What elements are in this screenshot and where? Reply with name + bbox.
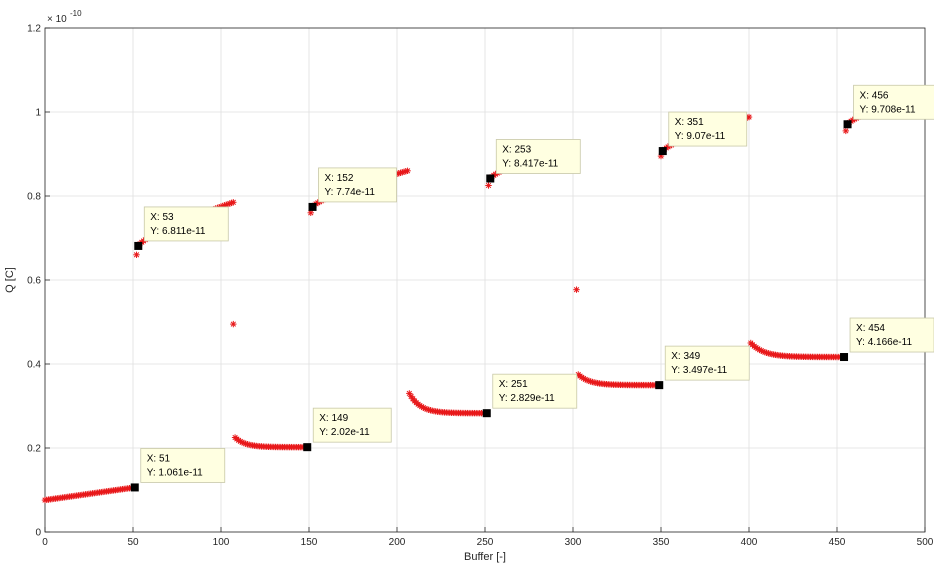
- datatip-box: [143, 206, 229, 242]
- outlier-point: [842, 127, 849, 135]
- datatip-x-text: X: 53: [150, 212, 174, 223]
- datatip-x-text: X: 149: [319, 413, 348, 424]
- datatip-box: [849, 317, 934, 353]
- datatip-marker[interactable]: [658, 147, 667, 156]
- datatip-y-text: Y: 6.811e-11: [150, 226, 206, 237]
- datatip[interactable]: X: 149 Y: 2.02e-11: [303, 407, 392, 452]
- x-tick-label: 350: [653, 537, 670, 548]
- datatip-y-text: Y: 9.07e-11: [675, 131, 726, 142]
- datatip[interactable]: X: 253 Y: 8.417e-11: [486, 139, 581, 183]
- data-point: [404, 167, 411, 174]
- outlier-point: [573, 286, 580, 293]
- datatip[interactable]: X: 349 Y: 3.497e-11: [655, 345, 750, 390]
- datatip-marker[interactable]: [655, 381, 664, 390]
- datatip-marker[interactable]: [303, 443, 312, 452]
- datatip-y-text: Y: 4.166e-11: [856, 337, 912, 348]
- y-exponent-base: × 10: [47, 14, 67, 25]
- x-tick-label: 250: [477, 537, 494, 548]
- datatip-y-text: Y: 2.02e-11: [319, 427, 370, 438]
- y-tick-label: 0.4: [27, 360, 41, 371]
- datatip[interactable]: X: 351 Y: 9.07e-11: [658, 111, 748, 156]
- datatip-marker[interactable]: [482, 409, 491, 418]
- y-exponent-label: × 10 -10: [47, 9, 82, 25]
- datatip-y-text: Y: 1.061e-11: [147, 467, 203, 478]
- outlier-point: [485, 182, 492, 189]
- datatip-y-text: Y: 3.497e-11: [671, 365, 727, 376]
- datatip-x-text: X: 454: [856, 323, 885, 334]
- y-exponent-power: -10: [70, 9, 82, 18]
- data-point: [230, 199, 237, 206]
- outlier-point: [230, 320, 237, 328]
- outlier-point: [133, 251, 140, 258]
- datatip[interactable]: X: 53 Y: 6.811e-11: [134, 206, 229, 250]
- y-tick-label: 0.2: [27, 444, 41, 455]
- datatip-marker[interactable]: [130, 483, 139, 492]
- datatip-box: [312, 407, 392, 443]
- x-tick-label: 450: [829, 537, 846, 548]
- x-tick-label: 0: [42, 537, 48, 548]
- y-tick-label: 1: [35, 108, 41, 119]
- y-axis-ticks: 0 0.2 0.4 0.6 0.8 1 1.2: [27, 24, 50, 539]
- datatip-y-text: Y: 9.708e-11: [860, 104, 916, 115]
- datatip[interactable]: X: 456 Y: 9.708e-11: [843, 84, 934, 129]
- datatip-box: [668, 111, 748, 147]
- datatip-marker[interactable]: [840, 353, 849, 362]
- y-tick-label: 0.6: [27, 276, 41, 287]
- x-axis-label: Buffer [-]: [464, 551, 506, 563]
- x-tick-label: 50: [127, 537, 139, 548]
- x-tick-label: 400: [741, 537, 758, 548]
- datatip-box: [664, 345, 750, 381]
- datatip-x-text: X: 349: [671, 351, 700, 362]
- datatip[interactable]: X: 251 Y: 2.829e-11: [482, 373, 578, 418]
- datatip-y-text: Y: 2.829e-11: [499, 393, 555, 404]
- datatip-box: [495, 139, 581, 174]
- x-axis-ticks: 0 50 100 150 200 250 300 350 400 450 500: [42, 527, 934, 548]
- datatip-x-text: X: 351: [675, 117, 704, 128]
- datatip-marker[interactable]: [486, 174, 495, 183]
- datatip-box: [140, 448, 226, 483]
- datatip[interactable]: X: 152 Y: 7.74e-11: [308, 167, 397, 211]
- datatip-x-text: X: 251: [499, 379, 528, 390]
- datatip-y-text: Y: 7.74e-11: [325, 187, 376, 198]
- x-tick-label: 150: [301, 537, 318, 548]
- datatip-box: [492, 373, 578, 409]
- datatip-marker[interactable]: [134, 241, 143, 250]
- y-tick-label: 0: [35, 528, 41, 539]
- datatip[interactable]: X: 454 Y: 4.166e-11: [840, 317, 934, 362]
- datatip-box: [853, 84, 934, 120]
- x-tick-label: 100: [213, 537, 230, 548]
- x-tick-label: 200: [389, 537, 406, 548]
- x-tick-label: 500: [917, 537, 934, 548]
- datatip-x-text: X: 152: [325, 173, 354, 184]
- y-tick-label: 0.8: [27, 192, 41, 203]
- datatip-marker[interactable]: [308, 202, 317, 211]
- y-tick-label: 1.2: [27, 24, 41, 35]
- y-axis-label: Q [C]: [4, 267, 16, 293]
- datatip-y-text: Y: 8.417e-11: [502, 158, 558, 169]
- datatip-box: [318, 167, 397, 203]
- datatip-x-text: X: 253: [502, 144, 531, 155]
- datatip[interactable]: X: 51 Y: 1.061e-11: [130, 448, 226, 492]
- x-tick-label: 300: [565, 537, 582, 548]
- datatips: X: 51 Y: 1.061e-11 X: 53 Y: 6.811e-11 X: 149…: [130, 84, 934, 492]
- datatip-marker[interactable]: [843, 120, 852, 129]
- datatip-x-text: X: 51: [147, 453, 171, 464]
- datatip-x-text: X: 456: [860, 90, 889, 101]
